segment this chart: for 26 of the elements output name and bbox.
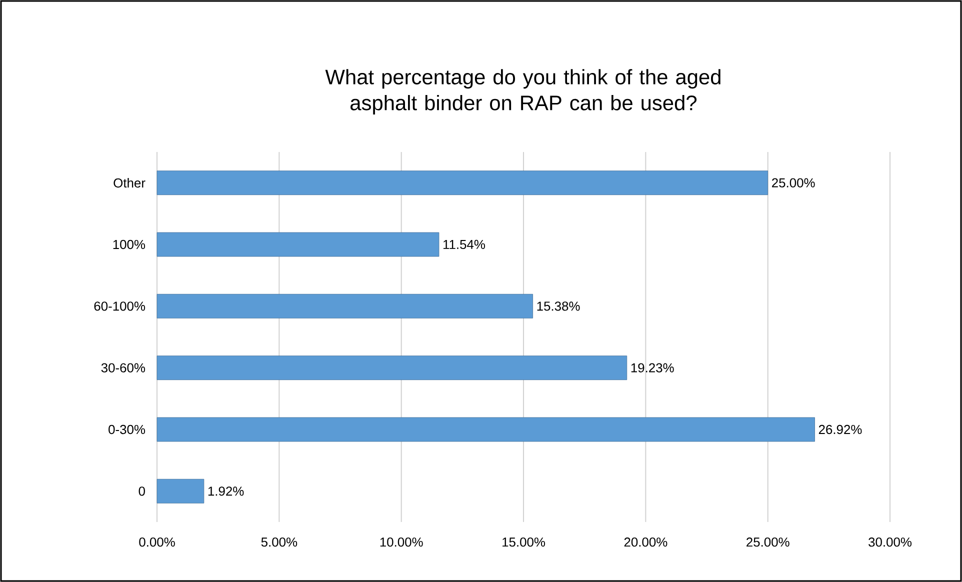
- data-label: 26.92%: [818, 424, 862, 434]
- data-label: 19.23%: [631, 363, 674, 372]
- x-tick-label: 0.00%: [139, 538, 175, 547]
- bar: [156, 356, 628, 380]
- bar: [156, 417, 815, 442]
- y-tick-label: 60-100%: [94, 302, 146, 311]
- x-tick-label: 5.00%: [261, 538, 298, 547]
- chart-title: What percentage do you think of the aged asphalt binder on RAP can be used?: [325, 69, 720, 114]
- y-tick-label: 30-60%: [101, 363, 146, 372]
- y-tick-label: Other: [114, 178, 146, 188]
- y-tick-label: 0-30%: [108, 424, 146, 434]
- bar: [156, 294, 533, 318]
- data-label: 11.54%: [443, 240, 485, 250]
- bar: [156, 170, 768, 196]
- y-tick-label: 100%: [113, 240, 146, 250]
- bar: [156, 478, 204, 504]
- bar: [156, 232, 440, 257]
- x-tick-label: 10.00%: [380, 538, 423, 547]
- data-label: 25.00%: [772, 178, 815, 188]
- data-label: 1.92%: [208, 486, 244, 496]
- x-tick-label: 25.00%: [746, 538, 790, 547]
- y-tick-label: 0: [138, 486, 145, 496]
- data-label: 15.38%: [537, 302, 580, 311]
- x-tick-label: 30.00%: [868, 538, 912, 547]
- x-tick-label: 20.00%: [624, 538, 668, 547]
- x-tick-label: 15.00%: [502, 538, 546, 547]
